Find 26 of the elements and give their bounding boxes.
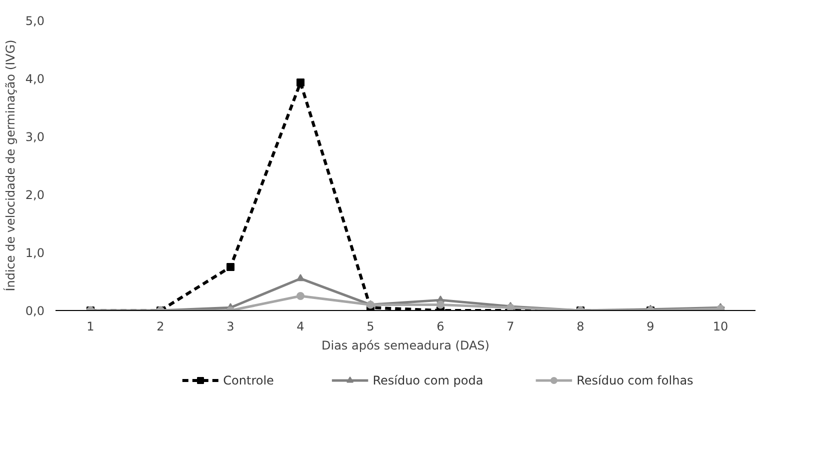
y-tick-label: 4,0	[25, 72, 45, 86]
x-tick-label: 10	[712, 320, 728, 334]
point	[296, 292, 304, 300]
x-tick-label: 2	[156, 320, 164, 334]
legend-label: Resíduo com poda	[372, 374, 484, 388]
point	[296, 274, 304, 282]
x-tick-label: 7	[506, 320, 514, 334]
x-axis-title: Dias após semeadura (DAS)	[322, 338, 490, 352]
point	[226, 263, 234, 271]
y-tick-label: 1,0	[25, 246, 45, 260]
legend-label: Resíduo com folhas	[576, 374, 694, 388]
x-tick-label: 6	[436, 320, 444, 334]
point	[296, 78, 304, 87]
x-tick-label: 4	[296, 320, 304, 334]
legend-label: Controle	[223, 374, 274, 388]
x-tick-label: 8	[576, 320, 584, 334]
x-tick-label: 5	[366, 320, 374, 334]
y-tick-label: 2,0	[25, 188, 45, 202]
x-tick-label: 3	[226, 320, 234, 334]
y-tick-label: 5,0	[25, 14, 45, 28]
y-tick-label: 0,0	[25, 304, 45, 318]
x-tick-label: 9	[646, 320, 654, 334]
x-tick-label: 1	[86, 320, 94, 334]
point	[436, 300, 444, 309]
y-axis-title: Índice de velocidade de germinação (IVG)	[2, 40, 18, 292]
y-tick-label: 3,0	[25, 130, 45, 144]
